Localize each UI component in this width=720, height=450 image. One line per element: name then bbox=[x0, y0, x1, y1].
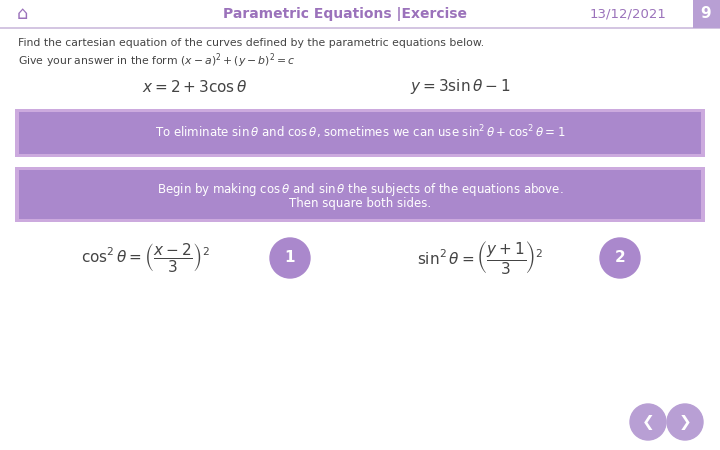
Text: ❮: ❮ bbox=[642, 414, 654, 429]
Circle shape bbox=[630, 404, 666, 440]
FancyBboxPatch shape bbox=[19, 170, 701, 219]
FancyBboxPatch shape bbox=[15, 167, 705, 222]
Text: 9: 9 bbox=[701, 6, 711, 22]
Text: ❯: ❯ bbox=[679, 414, 691, 429]
Text: $y = 3\sin\theta - 1$: $y = 3\sin\theta - 1$ bbox=[410, 77, 510, 96]
FancyBboxPatch shape bbox=[693, 0, 720, 28]
Text: To eliminate $\sin\theta$ and $\cos\theta$, sometimes we can use $\sin^2\theta +: To eliminate $\sin\theta$ and $\cos\thet… bbox=[155, 123, 565, 141]
Text: 2: 2 bbox=[615, 251, 626, 266]
Circle shape bbox=[270, 238, 310, 278]
FancyBboxPatch shape bbox=[19, 112, 701, 154]
Text: $\sin^2\theta = \left(\dfrac{y+1}{3}\right)^2$: $\sin^2\theta = \left(\dfrac{y+1}{3}\rig… bbox=[417, 239, 544, 276]
Text: $x = 2 + 3\cos\theta$: $x = 2 + 3\cos\theta$ bbox=[143, 79, 248, 95]
Text: Then square both sides.: Then square both sides. bbox=[289, 198, 431, 211]
FancyBboxPatch shape bbox=[15, 109, 705, 157]
Circle shape bbox=[667, 404, 703, 440]
Text: 1: 1 bbox=[284, 251, 295, 266]
Circle shape bbox=[600, 238, 640, 278]
Text: 13/12/2021: 13/12/2021 bbox=[590, 8, 667, 21]
Text: ⌂: ⌂ bbox=[17, 5, 27, 23]
Text: Give your answer in the form $(x - a)^2 + (y - b)^2 = c$: Give your answer in the form $(x - a)^2 … bbox=[18, 51, 295, 70]
Text: Parametric Equations |Exercise: Parametric Equations |Exercise bbox=[223, 7, 467, 21]
Text: Find the cartesian equation of the curves defined by the parametric equations be: Find the cartesian equation of the curve… bbox=[18, 38, 484, 48]
FancyBboxPatch shape bbox=[0, 0, 720, 28]
Text: $\cos^2\theta = \left(\dfrac{x-2}{3}\right)^2$: $\cos^2\theta = \left(\dfrac{x-2}{3}\rig… bbox=[81, 242, 210, 274]
Text: Begin by making $\cos\theta$ and $\sin\theta$ the subjects of the equations abov: Begin by making $\cos\theta$ and $\sin\t… bbox=[157, 180, 563, 198]
